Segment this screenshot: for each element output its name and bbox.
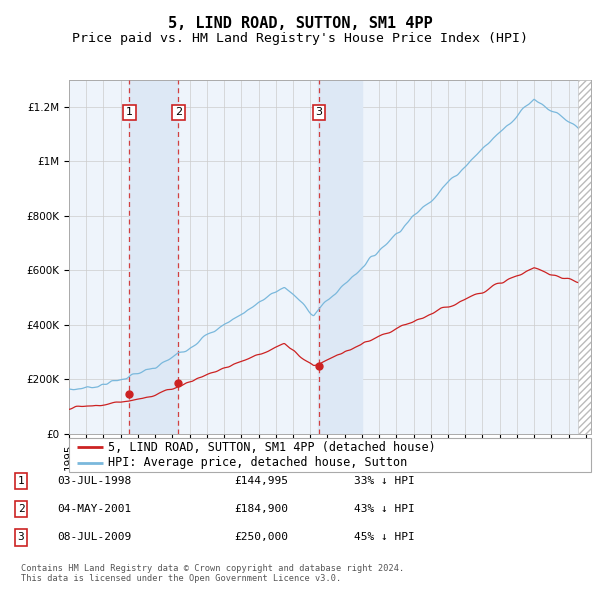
Text: 03-JUL-1998: 03-JUL-1998 — [57, 476, 131, 486]
Text: 43% ↓ HPI: 43% ↓ HPI — [354, 504, 415, 514]
Text: 33% ↓ HPI: 33% ↓ HPI — [354, 476, 415, 486]
Text: Contains HM Land Registry data © Crown copyright and database right 2024.
This d: Contains HM Land Registry data © Crown c… — [21, 563, 404, 583]
Text: £184,900: £184,900 — [234, 504, 288, 514]
Text: 2: 2 — [175, 107, 182, 117]
Text: 45% ↓ HPI: 45% ↓ HPI — [354, 533, 415, 542]
Text: £250,000: £250,000 — [234, 533, 288, 542]
Text: 1: 1 — [126, 107, 133, 117]
Text: 08-JUL-2009: 08-JUL-2009 — [57, 533, 131, 542]
Bar — [318, 80, 362, 434]
FancyBboxPatch shape — [69, 438, 591, 472]
Bar — [130, 80, 178, 434]
Text: 5, LIND ROAD, SUTTON, SM1 4PP (detached house): 5, LIND ROAD, SUTTON, SM1 4PP (detached … — [108, 441, 436, 454]
Text: 04-MAY-2001: 04-MAY-2001 — [57, 504, 131, 514]
Text: 3: 3 — [17, 533, 25, 542]
Text: HPI: Average price, detached house, Sutton: HPI: Average price, detached house, Sutt… — [108, 456, 407, 469]
Text: 5, LIND ROAD, SUTTON, SM1 4PP: 5, LIND ROAD, SUTTON, SM1 4PP — [167, 16, 433, 31]
Text: Price paid vs. HM Land Registry's House Price Index (HPI): Price paid vs. HM Land Registry's House … — [72, 32, 528, 45]
Text: £144,995: £144,995 — [234, 476, 288, 486]
Text: 3: 3 — [316, 107, 323, 117]
Text: 1: 1 — [17, 476, 25, 486]
Text: 2: 2 — [17, 504, 25, 514]
